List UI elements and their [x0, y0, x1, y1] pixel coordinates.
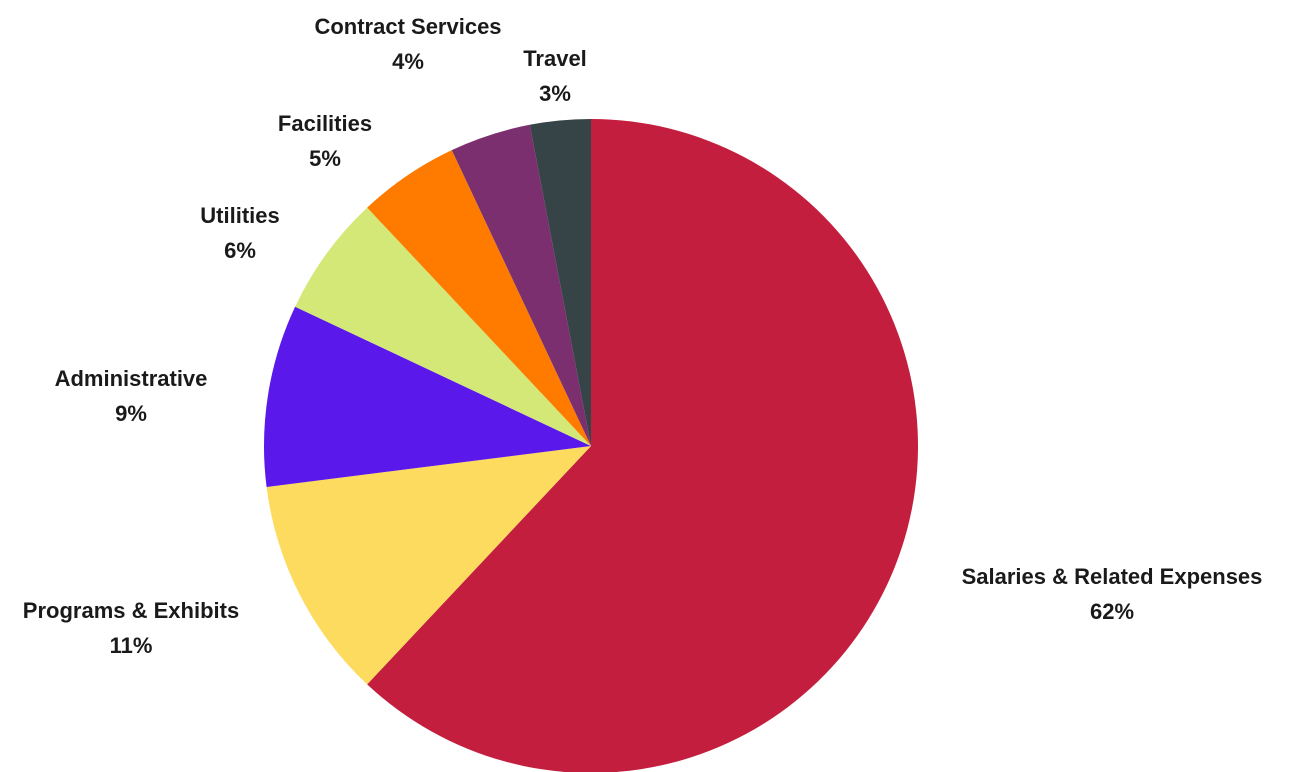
slice-label-salaries-related-expenses: Salaries & Related Expenses	[962, 564, 1263, 589]
slice-value-programs-exhibits: 11%	[110, 633, 153, 658]
slice-label-contract-services: Contract Services	[314, 14, 501, 39]
pie-slices	[264, 119, 918, 772]
slice-value-salaries-related-expenses: 62%	[1090, 599, 1134, 624]
pie-slice-programs-exhibits	[266, 446, 591, 685]
slice-label-administrative: Administrative	[55, 366, 208, 391]
slice-label-utilities: Utilities	[200, 203, 279, 228]
pie-slice-administrative	[264, 306, 591, 487]
slice-value-administrative: 9%	[115, 401, 147, 426]
pie-slice-utilities	[295, 207, 591, 446]
slice-label-programs-exhibits: Programs & Exhibits	[23, 598, 239, 623]
pie-slice-travel	[529, 119, 591, 446]
slice-value-utilities: 6%	[224, 238, 256, 263]
slice-value-travel: 3%	[539, 81, 571, 106]
slice-value-facilities: 5%	[309, 146, 341, 171]
slice-labels: Salaries & Related Expenses 62% Programs &…	[23, 14, 1263, 658]
slice-label-facilities: Facilities	[278, 111, 372, 136]
slice-value-contract-services: 4%	[392, 49, 424, 74]
slice-label-travel: Travel	[523, 46, 587, 71]
pie-slice-facilities	[367, 150, 591, 446]
pie-slice-salaries-related-expenses	[367, 119, 918, 772]
pie-slice-contract-services	[451, 124, 591, 446]
